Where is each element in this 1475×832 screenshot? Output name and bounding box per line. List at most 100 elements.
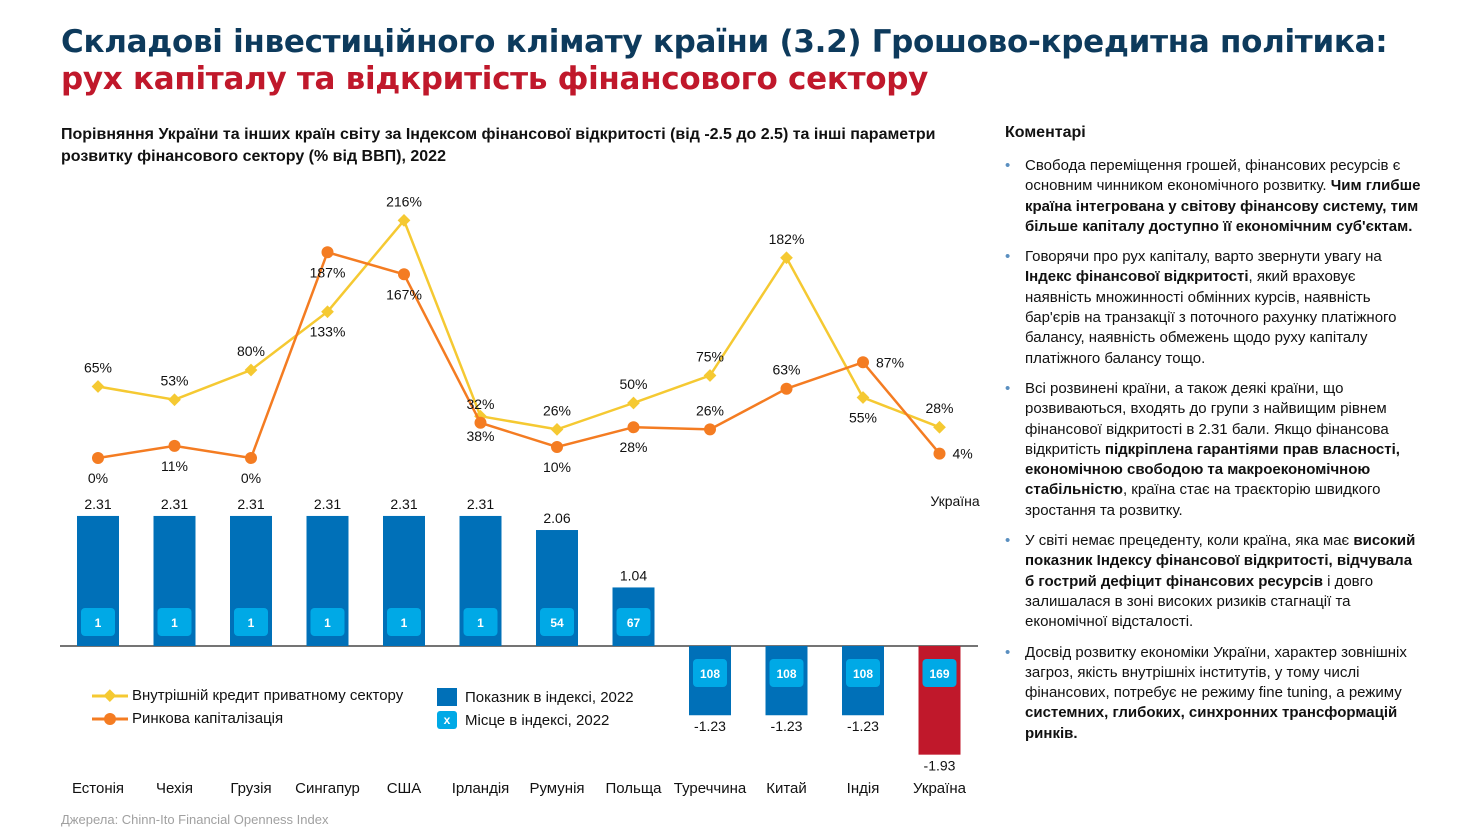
comment-emphasis: підкріплена гарантіями прав власності, е… <box>1025 440 1400 499</box>
comment-text: Досвід розвитку економіки України, харак… <box>1025 643 1407 702</box>
market-cap-marker <box>474 416 487 429</box>
comment-item: Всі розвинені країни, а також деякі краї… <box>1005 379 1425 521</box>
page-subtitle: рух капіталу та відкритість фінансового … <box>61 61 929 97</box>
legend-index-rank: x Місце в індексі, 2022 <box>437 711 609 729</box>
category-label: Ірландія <box>452 780 510 797</box>
rank-box <box>463 608 498 636</box>
line-value-label: 65% <box>84 360 112 376</box>
legend-index-value: Показник в індексі, 2022 <box>437 688 634 706</box>
source-note: Джерела: Chinn-Ito Financial Openness In… <box>61 812 329 827</box>
credit-marker <box>550 423 564 436</box>
credit-marker <box>321 305 334 319</box>
line-value-label: 28% <box>925 400 953 416</box>
market-cap-line <box>97 250 941 460</box>
category-label: Україна <box>913 780 967 797</box>
market-cap-marker <box>933 447 946 460</box>
line-value-label: 167% <box>386 286 422 302</box>
line-value-label: 75% <box>696 349 724 365</box>
comments-title: Коментарі <box>1005 124 1086 141</box>
bar-value-label: 2.31 <box>84 496 111 512</box>
rank-label: 67 <box>627 616 641 630</box>
line-value-label: 63% <box>772 362 800 378</box>
credit-marker <box>780 251 793 265</box>
market-cap-marker <box>321 246 334 259</box>
category-label: Сингапур <box>295 780 360 797</box>
line-value-label: 0% <box>241 470 261 486</box>
category-label: Китай <box>766 780 807 797</box>
bar-value-label: -1.93 <box>924 758 956 774</box>
market-cap-marker <box>92 452 104 464</box>
rank-label: 1 <box>171 616 178 630</box>
rank-box <box>310 608 345 636</box>
rank-label: 1 <box>324 616 331 630</box>
line-value-label: 28% <box>619 439 647 455</box>
credit-marker <box>397 214 411 227</box>
market-cap-marker <box>704 423 716 436</box>
line-value-label: 38% <box>466 428 494 444</box>
market-cap-marker <box>780 382 793 395</box>
category-label: Чехія <box>156 780 193 797</box>
line-value-label: 10% <box>543 459 571 475</box>
category-label: Румунія <box>529 780 584 797</box>
credit-marker <box>933 420 946 434</box>
credit-marker <box>91 380 105 393</box>
category-label: Грузія <box>230 780 271 797</box>
line-value-label: 216% <box>386 193 422 209</box>
line-value-label: 55% <box>849 410 877 426</box>
rank-label: 1 <box>401 616 408 630</box>
credit-marker <box>856 391 870 404</box>
line-value-label: 4% <box>953 446 973 462</box>
line-value-label: 26% <box>543 402 571 418</box>
category-label: Індія <box>847 780 880 797</box>
rank-box <box>540 608 574 636</box>
category-label: США <box>387 780 422 797</box>
line-value-label: 32% <box>466 396 494 412</box>
line-value-label: 187% <box>310 264 346 280</box>
market-cap-marker <box>168 439 181 452</box>
rank-label: 108 <box>700 667 720 681</box>
line-value-label: 0% <box>88 470 108 486</box>
category-label: Естонія <box>72 780 124 797</box>
credit-marker <box>703 369 717 382</box>
credit-line <box>97 217 940 431</box>
legend-diamond-icon <box>92 688 128 702</box>
comments-list: Свобода переміщення грошей, фінансових р… <box>1005 156 1425 754</box>
line-value-label: 80% <box>237 343 265 359</box>
line-value-label: 53% <box>160 373 188 389</box>
market-cap-marker <box>857 356 869 369</box>
line-value-label: 133% <box>310 324 346 340</box>
comment-emphasis: системних, глибоких, синхронних трансфор… <box>1025 704 1398 742</box>
comment-text: Свобода переміщення грошей, фінансових р… <box>1025 157 1401 195</box>
line-value-label: 50% <box>619 376 647 392</box>
rank-box <box>81 608 115 636</box>
market-cap-marker <box>627 421 640 434</box>
comment-text: і довго залишалася в зоні високих ризикі… <box>1025 572 1374 631</box>
category-label: Туреччина <box>674 780 747 797</box>
rank-box <box>846 659 880 687</box>
rank-box <box>157 608 192 636</box>
comment-item: Досвід розвитку економіки України, харак… <box>1005 643 1425 744</box>
chart-title: Порівняння України та інших країн світу … <box>61 126 936 165</box>
comment-text: У світі немає прецеденту, коли країна, я… <box>1025 532 1354 550</box>
rank-box <box>234 608 268 636</box>
credit-marker <box>244 363 258 377</box>
bar-value-label: -1.23 <box>771 718 803 734</box>
rank-box <box>387 608 421 636</box>
bar-value-label: 2.31 <box>237 496 264 512</box>
market-cap-marker <box>245 452 257 464</box>
rank-label: 1 <box>477 616 484 630</box>
bar-value-label: -1.23 <box>847 718 879 734</box>
line-value-label: 87% <box>876 354 904 370</box>
credit-marker <box>627 396 640 410</box>
line-value-label: 26% <box>696 402 724 418</box>
category-label: Польща <box>605 780 662 797</box>
bar-value-label: 2.06 <box>543 510 570 526</box>
market-cap-marker <box>551 441 563 453</box>
bar-value-label: 2.31 <box>467 496 494 512</box>
bar-value-label: 2.31 <box>161 496 188 512</box>
rank-label: 1 <box>248 616 255 630</box>
line-value-label: 182% <box>769 231 805 247</box>
market-cap-marker <box>398 268 410 281</box>
bar-value-label: 2.31 <box>314 496 341 512</box>
legend-rank-swatch: x <box>437 711 457 729</box>
